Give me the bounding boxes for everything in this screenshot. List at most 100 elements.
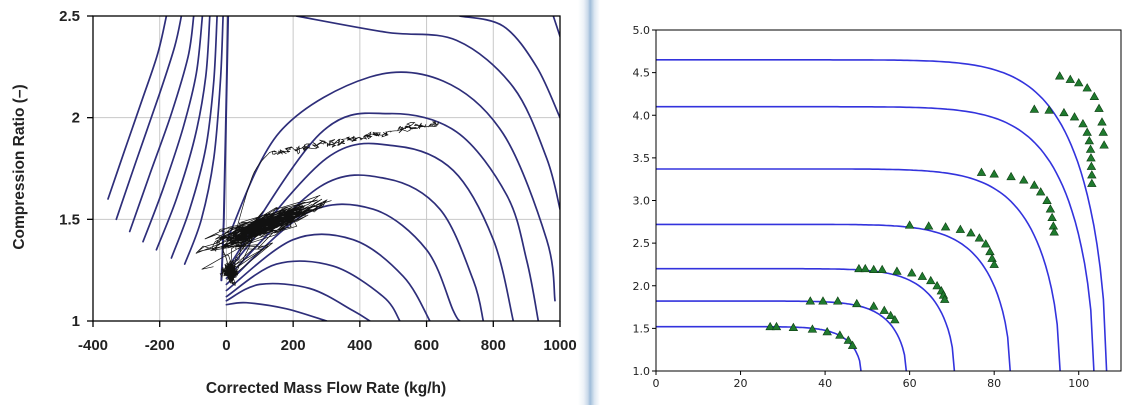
chart-b-plot-frame — [655, 29, 1122, 372]
chart-b-marker — [833, 296, 843, 305]
chart-b-marker — [987, 253, 997, 262]
chart-b-y-tick-label: 4.5 — [633, 67, 651, 80]
chart-b-x-tick-label: 100 — [1068, 377, 1089, 390]
chart-b-x-tick-label: 20 — [734, 377, 748, 390]
chart-b-marker — [907, 268, 917, 277]
chart-b-y-tick-label: 4.0 — [633, 109, 651, 122]
chart-a-x-tick-label: -200 — [145, 337, 175, 354]
chart-b-marker — [892, 266, 902, 275]
chart-b-marker — [989, 169, 999, 178]
chart-b-marker — [955, 224, 966, 233]
chart-b-marker — [917, 271, 928, 280]
chart-b-marker — [1035, 187, 1046, 196]
chart-a-map-curve — [225, 260, 401, 321]
chart-a-trace-lower — [195, 194, 332, 286]
chart-b-marker — [974, 233, 985, 242]
chart-b-y-tick-label: 1.0 — [633, 365, 651, 378]
chart-a-map-curve — [225, 282, 371, 321]
chart-b-marker — [765, 321, 775, 331]
chart-b-marker — [822, 326, 832, 336]
chart-b-y-tick-label: 3.5 — [633, 152, 651, 165]
chart-b-marker — [1097, 117, 1107, 126]
chart-b-marker — [1006, 171, 1016, 181]
chart-a-x-tick-label: 200 — [281, 337, 306, 354]
chart-b-marker — [989, 259, 999, 268]
chart-b-y-tick-label: 2.0 — [633, 280, 651, 293]
chart-b-marker — [926, 275, 936, 285]
chart-a-map-curve — [225, 112, 540, 321]
chart-b-marker — [1082, 83, 1092, 92]
chart-b-marker — [1054, 71, 1065, 80]
chart-a-y-tick-label: 2 — [72, 110, 80, 127]
chart-b-marker — [1094, 103, 1104, 112]
chart-a-x-tick-label: 400 — [347, 337, 372, 354]
chart-b-marker — [1098, 127, 1108, 136]
chart-a-map-curve — [295, 16, 560, 211]
chart-b-marker — [904, 220, 915, 229]
chart-b-marker — [1029, 180, 1040, 189]
chart-b-marker — [1069, 112, 1080, 121]
chart-b-marker — [1099, 140, 1109, 149]
chart-b-marker — [1074, 78, 1084, 87]
chart-b-marker — [1019, 175, 1029, 184]
chart-b-marker — [1086, 153, 1096, 162]
chart-b-marker — [879, 305, 889, 314]
chart-b-y-tick-label: 5.0 — [633, 24, 651, 37]
chart-b-marker — [1044, 105, 1054, 114]
chart-a-x-tick-label: 600 — [414, 337, 439, 354]
chart-a-map-curve — [225, 301, 328, 321]
chart-b-marker — [877, 264, 887, 274]
chart-b-curve — [656, 105, 1095, 372]
chart-b-curve — [656, 267, 956, 372]
compressor-map-chart: -400 -200 0 200 400 600 800 1000 1 1.5 2 2.5 Correc… — [11, 8, 577, 397]
chart-b-x-tick-label: 0 — [653, 377, 660, 390]
chart-a-map-curve — [170, 16, 218, 259]
chart-b-marker — [985, 246, 995, 256]
chart-b-y-tick-label: 3.0 — [633, 195, 651, 208]
chart-b-curve — [656, 59, 1108, 372]
chart-a-axes: -400 -200 0 200 400 600 800 1000 1 1.5 2 2.5 — [59, 8, 577, 354]
chart-b-marker — [981, 239, 991, 248]
chart-b-marker — [854, 263, 864, 273]
chart-a-y-tick-label: 1 — [72, 313, 80, 330]
chart-a-x-tick-label: 0 — [222, 337, 230, 354]
chart-b-curves — [656, 59, 1108, 372]
chart-a-map-curve — [226, 71, 556, 302]
chart-b-marker — [1048, 221, 1059, 230]
chart-a-map-curve — [128, 16, 195, 233]
chart-b-marker — [847, 340, 858, 349]
chart-a-map-curve — [552, 16, 560, 38]
chart-b-marker — [1045, 204, 1056, 213]
chart-b-curve — [656, 168, 1061, 372]
chart-b-axes: 0 20 40 60 80 100 1.0 1.5 2.0 2.5 3.0 3.5 4.0 4.5 5.0 — [633, 24, 1090, 390]
chart-a-plot-frame — [92, 15, 561, 322]
chart-b-marker — [818, 296, 828, 305]
chart-b-marker — [860, 263, 870, 273]
chart-b-marker — [976, 167, 987, 176]
chart-b-marker — [1049, 227, 1059, 236]
chart-b-curve — [656, 300, 908, 372]
chart-a-map-curve — [142, 16, 204, 243]
chart-a-map-curve — [107, 16, 168, 200]
chart-b-marker — [1082, 127, 1092, 136]
chart-a-map-curve — [225, 233, 431, 321]
chart-b-markers — [765, 71, 1109, 349]
chart-a-x-tick-label: -400 — [78, 337, 108, 354]
chart-a-map-curve — [459, 16, 560, 119]
chart-b-curve — [656, 223, 1011, 372]
chart-a-y-tick-label: 2.5 — [59, 8, 80, 25]
pressure-ratio-curves-chart: 0 20 40 60 80 100 1.0 1.5 2.0 2.5 3.0 3.5 4.0 4.5 5.0 — [633, 24, 1122, 390]
chart-a-x-axis-label: Corrected Mass Flow Rate (kg/h) — [206, 380, 446, 397]
chart-b-marker — [940, 222, 951, 231]
chart-b-marker — [1047, 212, 1057, 221]
chart-a-y-axis-label: Compression Ratio (–) — [11, 84, 28, 249]
chart-b-x-tick-label: 80 — [987, 377, 1001, 390]
chart-b-marker — [852, 298, 862, 308]
chart-b-marker — [1029, 104, 1040, 113]
chart-a-y-tick-label: 1.5 — [59, 211, 80, 228]
chart-b-marker — [868, 264, 879, 274]
chart-b-marker — [890, 315, 900, 324]
chart-b-marker — [1087, 178, 1097, 187]
